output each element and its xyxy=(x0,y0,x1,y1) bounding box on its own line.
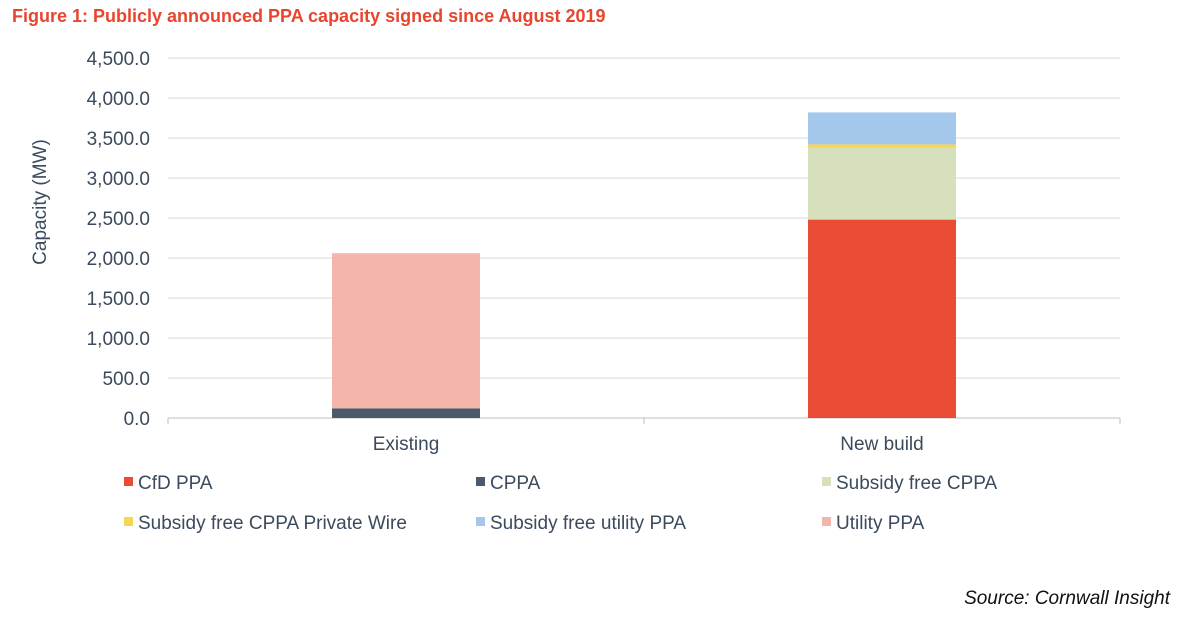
bar-segment xyxy=(332,253,480,409)
legend: CfD PPA CPPA Subsidy free CPPA Subsidy free… xyxy=(124,473,998,534)
bar-segment xyxy=(808,112,956,145)
y-tick-label: 3,000.0 xyxy=(87,169,150,190)
legend-swatch xyxy=(124,477,133,486)
bar-segment xyxy=(808,147,956,220)
x-tick-label: New build xyxy=(840,434,923,455)
y-tick-label: 4,000.0 xyxy=(87,89,150,110)
bar-segment xyxy=(808,144,956,148)
figure-title: Figure 1: Publicly announced PPA capacit… xyxy=(12,6,606,26)
legend-label: CfD PPA xyxy=(138,473,213,494)
legend-label: Subsidy free CPPA Private Wire xyxy=(138,513,407,534)
y-axis-label: Capacity (MW) xyxy=(30,139,51,265)
gridlines xyxy=(168,57,1120,419)
legend-swatch xyxy=(476,517,485,526)
bar-segment xyxy=(332,408,480,418)
legend-label: Subsidy free utility PPA xyxy=(490,513,686,534)
legend-swatch xyxy=(476,477,485,486)
y-tick-label: 2,500.0 xyxy=(87,209,150,230)
source-note: Source: Cornwall Insight xyxy=(964,588,1170,609)
legend-swatch xyxy=(822,517,831,526)
y-tick-label: 3,500.0 xyxy=(87,129,150,150)
legend-swatch xyxy=(124,517,133,526)
y-tick-label: 1,500.0 xyxy=(87,289,150,310)
y-tick-label: 2,000.0 xyxy=(87,249,150,270)
x-axis: Existing New build xyxy=(167,418,1121,455)
y-tick-label: 1,000.0 xyxy=(87,329,150,350)
y-tick-label: 4,500.0 xyxy=(87,49,150,70)
legend-swatch xyxy=(822,477,831,486)
legend-label: Utility PPA xyxy=(836,513,925,534)
y-axis: 0.0 500.0 1,000.0 1,500.0 2,000.0 2,500.0 3,00… xyxy=(87,49,150,430)
bars xyxy=(332,112,956,418)
legend-label: CPPA xyxy=(490,473,541,494)
y-tick-label: 500.0 xyxy=(102,369,150,390)
y-tick-label: 0.0 xyxy=(124,409,150,430)
legend-label: Subsidy free CPPA xyxy=(836,473,998,494)
x-tick-label: Existing xyxy=(373,434,440,455)
bar-segment xyxy=(808,219,956,418)
